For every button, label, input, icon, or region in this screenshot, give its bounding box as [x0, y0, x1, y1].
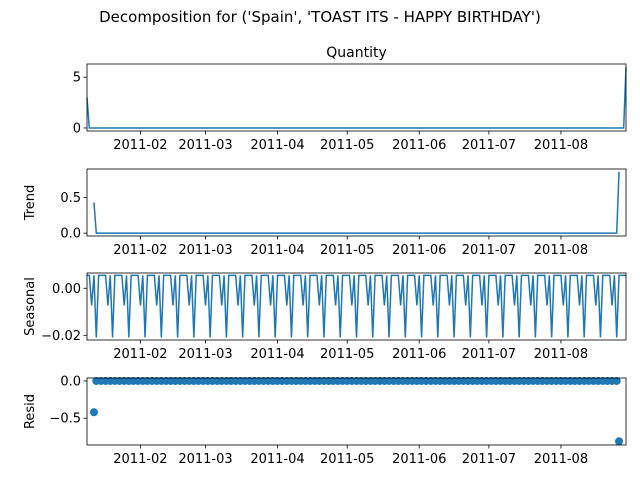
seasonal-xtick-label: 2011-03 [178, 347, 232, 362]
quantity-ytick-label: 5 [73, 71, 81, 86]
seasonal-ytick-label: 0.00 [52, 282, 81, 297]
quantity-series-line [86, 67, 627, 129]
seasonal-xtick-label: 2011-08 [534, 347, 588, 362]
quantity-xtick-label: 2011-08 [534, 138, 588, 153]
quantity-xtick-label: 2011-07 [462, 138, 516, 153]
quantity-xtick-label: 2011-04 [250, 138, 304, 153]
trend-panel: Trend 2011-02 2011-03 2011-04 2011-05 2011-06… [23, 168, 627, 258]
trend-xtick-label: 2011-03 [178, 243, 232, 258]
resid-xtick-label: 2011-08 [534, 452, 588, 467]
quantity-axes-frame [86, 63, 627, 132]
seasonal-series-line [87, 274, 626, 338]
trend-xtick-label: 2011-08 [534, 243, 588, 258]
trend-xtick-label: 2011-07 [462, 243, 516, 258]
trend-ytick-label: 0.0 [60, 227, 81, 242]
resid-xtick-label: 2011-04 [250, 452, 304, 467]
seasonal-panel: Seasonal 2011-02 2011-03 2011-04 2011-05 2011… [23, 272, 627, 362]
resid-ytick-label: 0.0 [60, 374, 81, 389]
quantity-xtick-label: 2011-03 [178, 138, 232, 153]
figure-suptitle: Decomposition for ('Spain', 'TOAST ITS -… [99, 8, 541, 26]
seasonal-xtick-label: 2011-06 [392, 347, 446, 362]
quantity-xtick-label: 2011-05 [320, 138, 374, 153]
trend-ylabel: Trend [23, 185, 38, 222]
quantity-xtick-label: 2011-02 [113, 138, 167, 153]
trend-axes-frame [86, 168, 627, 237]
trend-series-line [93, 171, 620, 234]
resid-ytick-label: −0.5 [49, 412, 81, 427]
trend-xtick-label: 2011-05 [320, 243, 374, 258]
resid-xtick-label: 2011-07 [462, 452, 516, 467]
quantity-xtick-label: 2011-06 [392, 138, 446, 153]
trend-xtick-label: 2011-06 [392, 243, 446, 258]
quantity-panel: Quantity 2011-02 2011-03 2011-04 2011-05 2011… [73, 45, 627, 153]
resid-xtick-label: 2011-05 [320, 452, 374, 467]
resid-ylabel: Resid [23, 394, 38, 429]
resid-xtick-label: 2011-06 [392, 452, 446, 467]
seasonal-xtick-label: 2011-07 [462, 347, 516, 362]
resid-xtick-label: 2011-02 [113, 452, 167, 467]
resid-axes-frame [86, 377, 627, 446]
seasonal-ytick-label: −0.02 [41, 329, 81, 344]
resid-panel: Resid 2011-02 2011-03 2011-04 2011-05 2011-06… [23, 374, 627, 467]
seasonal-axes-frame [86, 272, 627, 341]
trend-ytick-label: 0.5 [60, 191, 81, 206]
quantity-ytick-label: 0 [73, 121, 81, 136]
resid-xtick-label: 2011-03 [178, 452, 232, 467]
resid-point [612, 376, 621, 385]
seasonal-ylabel: Seasonal [23, 277, 38, 336]
seasonal-xtick-label: 2011-04 [250, 347, 304, 362]
resid-outlier-point [89, 408, 98, 417]
seasonal-xtick-label: 2011-05 [320, 347, 374, 362]
trend-xtick-label: 2011-02 [113, 243, 167, 258]
seasonal-xtick-label: 2011-02 [113, 347, 167, 362]
trend-xtick-label: 2011-04 [250, 243, 304, 258]
resid-outlier-point [615, 437, 624, 446]
quantity-title: Quantity [326, 45, 387, 61]
